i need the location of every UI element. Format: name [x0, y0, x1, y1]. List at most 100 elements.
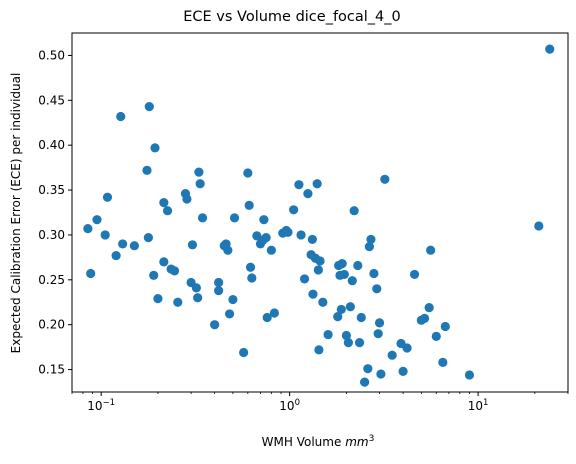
- data-point: [398, 366, 408, 376]
- data-point: [409, 269, 420, 280]
- data-point: [289, 205, 299, 215]
- data-point: [424, 303, 434, 313]
- data-point: [169, 266, 180, 276]
- data-point: [356, 312, 366, 323]
- data-point: [349, 206, 359, 216]
- data-point: [314, 345, 324, 355]
- data-point: [247, 273, 257, 283]
- data-point: [86, 268, 96, 279]
- data-point: [336, 304, 346, 315]
- data-point: [303, 189, 313, 199]
- data-point: [228, 294, 238, 305]
- data-point: [387, 350, 397, 360]
- data-point: [333, 312, 343, 322]
- x-axis-title: WMH Volume mm3: [262, 434, 375, 449]
- data-point: [262, 312, 272, 323]
- data-point: [153, 294, 163, 304]
- data-point: [261, 233, 271, 243]
- data-point: [182, 194, 192, 204]
- x-axis-title-exponent: 3: [369, 434, 375, 444]
- data-point: [545, 44, 555, 54]
- data-point: [194, 167, 204, 177]
- data-point: [353, 260, 363, 271]
- y-axis-title: Expected Calibration Error (ECE) per ind…: [9, 73, 23, 354]
- data-point: [299, 274, 310, 284]
- x-axis-title-text: WMH Volume: [262, 435, 346, 449]
- data-point: [315, 256, 325, 266]
- data-point: [83, 224, 93, 234]
- data-point: [323, 329, 333, 340]
- data-point: [360, 377, 370, 387]
- data-point: [380, 174, 390, 184]
- data-point: [343, 338, 353, 348]
- data-point: [214, 285, 224, 296]
- data-point: [187, 240, 198, 250]
- data-point: [193, 293, 203, 303]
- data-point: [464, 370, 475, 380]
- y-axis-ticks: 0.15 0.20 0.25 0.30 0.35 0.40 0.45 0.50: [38, 48, 72, 377]
- data-point: [373, 329, 383, 339]
- data-point: [269, 308, 279, 318]
- data-point: [239, 347, 249, 358]
- data-point: [144, 101, 154, 112]
- points-layer: [83, 44, 555, 387]
- x-tick-base: 10: [87, 399, 102, 413]
- data-point: [159, 198, 169, 208]
- data-point: [129, 241, 139, 251]
- y-tick-label: 0.15: [38, 363, 65, 377]
- data-point: [339, 269, 349, 280]
- data-point: [143, 233, 153, 243]
- x-tick-base: 10: [279, 399, 294, 413]
- data-point: [296, 230, 306, 240]
- data-point: [173, 297, 183, 307]
- chart-title: ECE vs Volume dice_focal_4_0: [183, 9, 401, 25]
- y-tick-label: 0.45: [38, 93, 65, 107]
- data-point: [402, 343, 412, 353]
- data-point: [313, 265, 323, 275]
- data-point: [318, 297, 328, 307]
- data-point: [426, 245, 436, 255]
- data-point: [92, 215, 102, 225]
- data-point: [345, 302, 355, 312]
- data-point: [162, 206, 173, 216]
- data-point: [366, 234, 376, 245]
- data-point: [369, 268, 379, 279]
- data-point: [159, 257, 169, 267]
- data-point: [376, 369, 386, 379]
- data-point: [354, 338, 365, 348]
- data-point: [534, 221, 544, 231]
- y-tick-label: 0.25: [38, 273, 65, 287]
- data-point: [223, 245, 233, 255]
- y-tick-label: 0.50: [38, 48, 65, 62]
- data-point: [419, 313, 430, 324]
- plot-frame: [71, 32, 569, 393]
- x-axis-ticks: 10−1 100 101: [71, 392, 569, 413]
- data-point: [191, 283, 201, 293]
- data-point: [374, 318, 385, 328]
- data-point: [142, 165, 152, 175]
- data-point: [116, 111, 126, 122]
- data-point: [100, 230, 110, 240]
- data-point: [150, 143, 160, 153]
- data-point: [364, 242, 374, 252]
- data-point: [102, 192, 113, 202]
- x-tick-label: 100: [279, 398, 300, 413]
- data-point: [243, 168, 253, 178]
- x-axis-title-unit: mm: [345, 435, 368, 449]
- x-tick-base: 10: [468, 399, 483, 413]
- data-point: [197, 213, 208, 223]
- x-tick-label: 101: [468, 398, 489, 413]
- y-tick-label: 0.35: [38, 183, 65, 197]
- data-point: [341, 330, 351, 341]
- data-point: [431, 331, 441, 341]
- x-tick-exponent: −1: [103, 398, 116, 408]
- data-point: [283, 227, 293, 237]
- y-tick-label: 0.20: [38, 318, 65, 332]
- data-point: [210, 320, 220, 330]
- data-point: [224, 309, 235, 319]
- data-point: [440, 321, 450, 332]
- data-point: [259, 215, 269, 225]
- data-point: [294, 180, 304, 190]
- data-point: [118, 239, 128, 249]
